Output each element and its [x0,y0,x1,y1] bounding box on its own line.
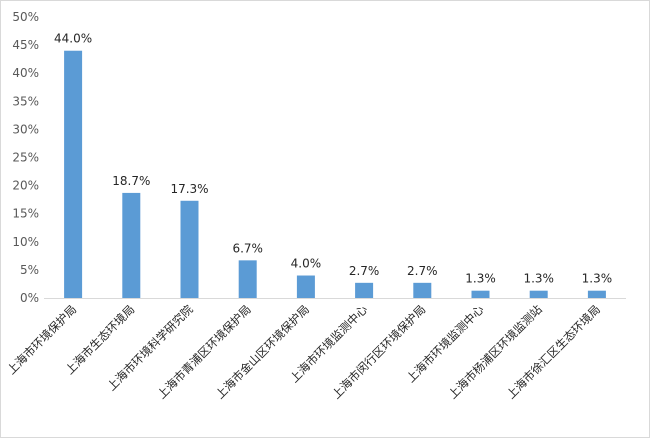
bar [529,290,548,298]
y-tick-label: 0% [20,291,39,305]
bars [64,50,606,298]
y-tick-label: 25% [12,151,39,165]
data-label: 6.7% [232,241,263,255]
y-tick-label: 45% [12,38,39,52]
category-label: 上海市金山区环境保护局 [213,302,312,401]
data-labels: 44.0% 18.7% 17.3% 6.7% 4.0% 2.7% 2.7% 1.3% 1.3% 1… [54,32,612,286]
bar [180,200,199,298]
category-label: 上海市青浦区环境保护局 [154,302,253,401]
y-axis: 0% 5% 10% 15% 20% 25% 30% 35% 40% 45% 50% [12,10,39,305]
y-tick-label: 35% [12,94,39,108]
bar [355,282,374,298]
bar [238,260,257,298]
data-label: 44.0% [54,32,92,46]
y-tick-label: 5% [20,263,39,277]
bar [413,282,432,298]
data-label: 17.3% [170,182,208,196]
y-tick-label: 50% [12,10,39,24]
y-tick-label: 20% [12,179,39,193]
data-label: 1.3% [582,272,613,286]
data-label: 1.3% [523,272,554,286]
bar [122,192,141,298]
data-label: 2.7% [349,264,380,278]
bar [64,50,83,298]
data-label: 18.7% [112,174,150,188]
category-label: 上海市闵行区环境保护局 [329,302,428,401]
category-label: 上海市徐汇区生态环境局 [504,302,603,401]
y-tick-label: 10% [12,235,39,249]
bar [296,275,315,298]
y-tick-label: 30% [12,122,39,136]
category-labels: 上海市环境保护局上海市生态环境局上海市环境科学研究院上海市青浦区环境保护局上海市… [4,302,603,402]
data-label: 1.3% [465,272,496,286]
data-label: 4.0% [291,257,322,271]
y-tick-label: 15% [12,207,39,221]
y-tick-label: 40% [12,66,39,80]
bar [587,290,606,298]
bar [471,290,490,298]
category-label: 上海市杨浦区环境监测站 [445,302,545,402]
data-label: 2.7% [407,264,438,278]
